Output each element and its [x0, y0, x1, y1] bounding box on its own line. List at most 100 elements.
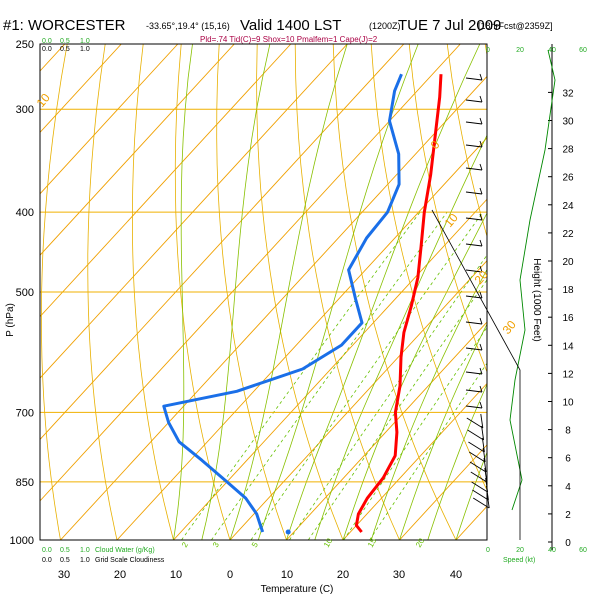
cloud-scale-top-label: 0.0: [42, 38, 52, 45]
cloudiness-scale-bottom-label: 0.0: [42, 557, 52, 564]
wind-barb-flag: [480, 413, 484, 429]
temperature-tick-label: 10: [170, 569, 182, 581]
wind-barb: [472, 497, 490, 509]
height-tick-label: 16: [562, 313, 574, 324]
dry-adiabat-line: [41, 44, 68, 540]
cloudiness-scale-top-label: 0.0: [42, 46, 52, 53]
dry-adiabat-line: [370, 44, 487, 492]
forecast-text: [18hrFcst@2359Z]: [478, 21, 553, 31]
wind-barb: [468, 441, 485, 453]
temperature-tick-label: 30: [58, 569, 70, 581]
moist-adiabat-line: [314, 134, 487, 540]
cloudiness-scale-bottom-label: 1.0: [80, 557, 90, 564]
moist-adiabat-line: [286, 44, 481, 540]
height-tick-label: 18: [562, 285, 574, 296]
height-tick-label: 30: [562, 117, 574, 128]
station-coords: -33.65°,19.4° (15,16): [146, 21, 230, 31]
pressure-tick-label: 400: [16, 207, 34, 219]
wind-barb: [465, 405, 483, 409]
wind-panel-border: [431, 209, 521, 540]
isotherm-line: [513, 44, 600, 540]
wind-barb: [469, 461, 487, 473]
moist-adiabat-line: [370, 268, 487, 540]
dry-adiabat-line: [216, 44, 287, 540]
wind-barb-flag: [482, 447, 486, 463]
wind-barb: [465, 243, 483, 247]
wind-barb: [467, 429, 484, 441]
wind-barb-flag: [479, 187, 483, 195]
pressure-tick-label: 850: [16, 477, 34, 489]
x-axis-label: Temperature (C): [261, 584, 334, 595]
mixing-ratio-line: [211, 211, 448, 540]
plot-frame: [39, 43, 488, 541]
cloudiness-scale-top-label: 0.5: [60, 46, 70, 53]
wind-barb-flag: [479, 385, 483, 393]
dry-adiabat-line: [131, 44, 174, 540]
moist-adiabat-line: [427, 383, 487, 540]
pressure-tick-label: 300: [16, 104, 34, 116]
wind-speed-profile: [509, 49, 556, 511]
date-text: TUE 7 Jul 2009: [398, 17, 501, 34]
height-tick-label: 12: [562, 369, 574, 380]
temperature-tick-label: 20: [337, 569, 349, 581]
wind-barb: [468, 451, 486, 463]
wind-barb: [465, 167, 483, 171]
dry-adiabat-line: [294, 44, 400, 540]
height-tick-label: 0: [565, 538, 571, 549]
height-axis-label: Height (1000 Feet): [531, 258, 542, 341]
cloud-scale-bottom-label: 0.0: [42, 547, 52, 554]
wind-barb-flag: [479, 343, 483, 351]
dry-adiabat-line: [87, 44, 118, 540]
profile-lines: [162, 73, 443, 535]
temperature-tick-label: 0: [227, 569, 233, 581]
wind-barb-flag: [479, 291, 483, 299]
valid-time: Valid 1400 LST: [240, 17, 341, 34]
wind-barb-flag: [479, 317, 483, 325]
wind-barb-flag: [479, 140, 483, 148]
wind-barb-flag: [483, 457, 487, 473]
mixing-ratio-line: [289, 254, 487, 540]
height-tick-label: 32: [562, 88, 574, 99]
y-axis-label: P (hPa): [5, 303, 16, 337]
utc-time: (1200Z): [369, 21, 401, 31]
speed-label: Speed (kt): [503, 557, 535, 564]
moist-adiabat-line: [201, 44, 271, 540]
isotherm-line: [286, 321, 487, 540]
speed-tick-top: 0: [486, 47, 490, 54]
pressure-tick-label: 700: [16, 407, 34, 419]
wind-barb-flag: [479, 117, 483, 125]
wind-barb-flag: [479, 401, 483, 409]
cloudiness-scale-top-label: 1.0: [80, 46, 90, 53]
pressure-tick-label: 500: [16, 287, 34, 299]
isotherm-line: [40, 44, 122, 134]
speed-tick-top: 40: [548, 47, 556, 54]
wind-barb: [465, 121, 483, 125]
mixing-ratio-label: 3: [211, 540, 221, 549]
cloud-scale-top-label: 1.0: [80, 38, 90, 45]
mixing-ratio-line: [307, 279, 487, 540]
wind-barb-flag: [479, 367, 483, 375]
isotherm-label: 30: [500, 317, 520, 336]
height-tick-label: 6: [565, 454, 571, 465]
wind-barb: [471, 481, 488, 493]
dry-adiabat-line: [256, 44, 344, 540]
isotherm-line: [40, 44, 179, 195]
height-tick-label: 8: [565, 426, 571, 437]
wind-barb: [465, 99, 483, 103]
wind-barb-flag: [479, 73, 483, 81]
wind-barb-flag: [481, 425, 485, 441]
dry-adiabat-line: [174, 44, 231, 540]
wind-barb: [465, 269, 483, 273]
isotherm-label: 10: [34, 90, 54, 109]
pressure-tick-label: 1000: [10, 535, 34, 547]
cloud-scale-bottom-label: 1.0: [80, 547, 90, 554]
height-tick-label: 20: [562, 257, 574, 268]
wind-barb: [465, 191, 483, 195]
wind-barb: [466, 417, 484, 429]
surface-marker: [285, 529, 291, 535]
height-tick-label: 14: [562, 341, 574, 352]
dry-adiabat-line: [332, 44, 457, 540]
